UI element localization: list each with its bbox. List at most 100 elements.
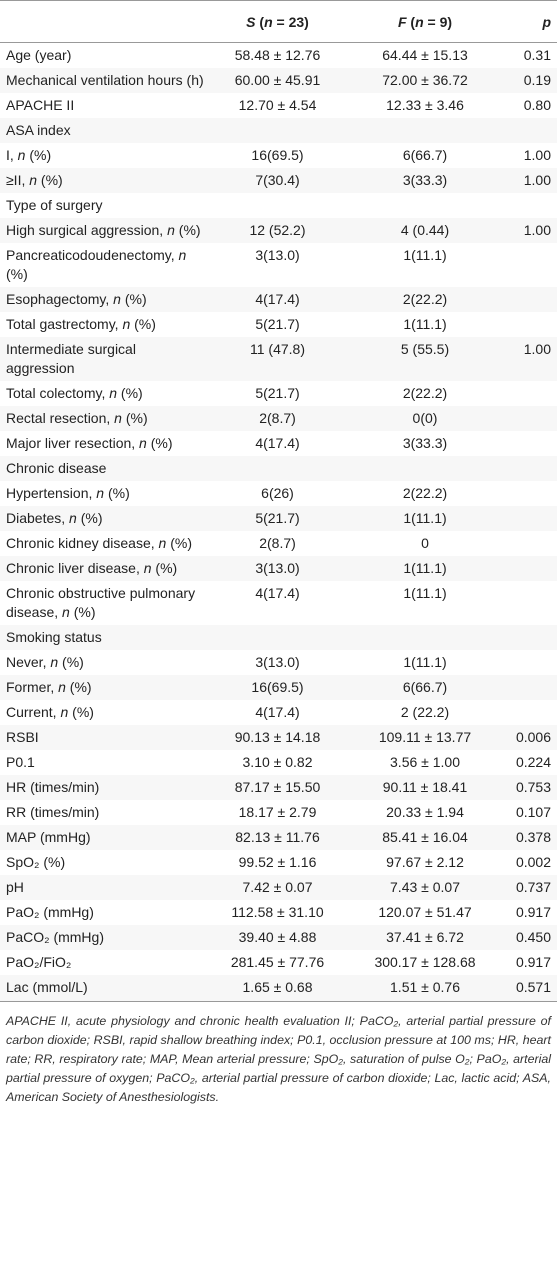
cell [210, 456, 345, 481]
row-label: P0.1 [6, 754, 35, 770]
cell: 0.450 [505, 925, 557, 950]
cell [345, 456, 505, 481]
header-row: S (n = 23) F (n = 9) p [0, 0, 557, 43]
table-row: Lac (mmol/L) 1.65 ± 0.68 1.51 ± 0.76 0.571 [0, 975, 557, 1002]
cell [505, 406, 557, 431]
cell: 12 (52.2) [210, 218, 345, 243]
cell: 4(17.4) [210, 287, 345, 312]
table-row: Chronic obstructive pulmonary disease, n… [0, 581, 557, 625]
cell [505, 287, 557, 312]
cell: 0 [421, 535, 429, 551]
table-row: PaCO₂ (mmHg) 39.40 ± 4.88 37.41 ± 6.72 0.45… [0, 925, 557, 950]
cell: 3(13.0) [255, 247, 300, 263]
row-label: MAP (mmHg) [0, 825, 210, 850]
table-row: Former, n (%) 16(69.5) 6(66.7) [0, 675, 557, 700]
cell [505, 243, 557, 287]
table-row: HR (times/min) 87.17 ± 15.50 90.11 ± 18.41… [0, 775, 557, 800]
cell: 6(26) [261, 485, 294, 501]
table-row: Total gastrectomy, n (%) 5(21.7) 1(11.1) [0, 312, 557, 337]
header-cell: F (n = 9) [345, 0, 505, 43]
row-label: APACHE II [6, 97, 75, 113]
row-label: Total gastrectomy, n (%) [6, 316, 156, 332]
cell [505, 675, 557, 700]
table-row: Chronic kidney disease, n (%) 2(8.7) 0 [0, 531, 557, 556]
cell: 0.31 [523, 47, 551, 63]
row-label: Pancreaticodoudenectomy, n (%) [6, 247, 187, 282]
cell: 6(66.7) [402, 147, 448, 163]
cell: 1(11.1) [403, 585, 447, 601]
cell: 90.13 ± 14.18 [210, 725, 345, 750]
cell: 120.07 ± 51.47 [378, 904, 472, 920]
cell: 0.917 [515, 954, 551, 970]
row-label: Age (year) [6, 47, 72, 63]
cell [345, 118, 505, 143]
table-row: Smoking status [0, 625, 557, 650]
cell: 5(21.7) [255, 316, 300, 332]
cell [505, 312, 557, 337]
cell: 58.48 ± 12.76 [234, 47, 321, 63]
table-row: P0.1 3.10 ± 0.82 3.56 ± 1.00 0.224 [0, 750, 557, 775]
cell: 4(17.4) [255, 435, 300, 451]
header-cell: S (n = 23) [210, 0, 345, 43]
cell: 20.33 ± 1.94 [386, 804, 464, 820]
table-row: Never, n (%) 3(13.0) 1(11.1) [0, 650, 557, 675]
cell: 1.00 [505, 337, 557, 381]
cell [505, 625, 557, 650]
row-label: Rectal resection, n (%) [0, 406, 210, 431]
row-label: Total colectomy, n (%) [6, 385, 143, 401]
row-label: Current, n (%) [6, 704, 94, 720]
row-label: RSBI [0, 725, 210, 750]
row-label: HR (times/min) [0, 775, 210, 800]
cell: 7.43 ± 0.07 [345, 875, 505, 900]
cell [210, 625, 345, 650]
cell: 1.00 [505, 168, 557, 193]
cell: 2(8.7) [259, 535, 296, 551]
cell: 3(13.0) [210, 556, 345, 581]
cell: 0.006 [505, 725, 557, 750]
table-row: Total colectomy, n (%) 5(21.7) 2(22.2) [0, 381, 557, 406]
cell: 1(11.1) [403, 316, 447, 332]
cell: 82.13 ± 11.76 [210, 825, 345, 850]
cell: 2 (22.2) [400, 704, 450, 720]
table-row: Current, n (%) 4(17.4) 2 (22.2) [0, 700, 557, 725]
cell: 0.378 [505, 825, 557, 850]
cell: 85.41 ± 16.04 [345, 825, 505, 850]
cell [210, 193, 345, 218]
footnote: APACHE II, acute physiology and chronic … [6, 1014, 551, 1104]
table-row: Mechanical ventilation hours (h) 60.00 ± … [0, 68, 557, 93]
table-row: RSBI 90.13 ± 14.18 109.11 ± 13.77 0.006 [0, 725, 557, 750]
cell [505, 193, 557, 218]
cell: 0.571 [505, 975, 557, 1002]
table-row: High surgical aggression, n (%) 12 (52.2)… [0, 218, 557, 243]
cell: 3(13.0) [255, 654, 300, 670]
cell: 0.002 [515, 854, 551, 870]
cell [345, 193, 505, 218]
cell: 16(69.5) [210, 675, 345, 700]
table-row: Esophagectomy, n (%) 4(17.4) 2(22.2) [0, 287, 557, 312]
cell: 2(22.2) [402, 385, 448, 401]
cell: 6(66.7) [345, 675, 505, 700]
table-row: Major liver resection, n (%) 4(17.4) 3(33.… [0, 431, 557, 456]
cell [505, 456, 557, 481]
row-label: Chronic disease [0, 456, 210, 481]
cell: 112.58 ± 31.10 [231, 904, 324, 920]
cell [505, 118, 557, 143]
cell: 1.51 ± 0.76 [345, 975, 505, 1002]
row-label: Esophagectomy, n (%) [0, 287, 210, 312]
table-row: RR (times/min) 18.17 ± 2.79 20.33 ± 1.94 0.… [0, 800, 557, 825]
row-label: Type of surgery [6, 197, 103, 213]
cell: 5 (55.5) [345, 337, 505, 381]
cell: 99.52 ± 1.16 [238, 854, 317, 870]
cell: 1.00 [505, 218, 557, 243]
cell: 0.224 [515, 754, 551, 770]
cell: 11 (47.8) [210, 337, 345, 381]
table-row: PaO₂/FiO₂ 281.45 ± 77.76 300.17 ± 128.68 0.… [0, 950, 557, 975]
cell: 16(69.5) [251, 147, 304, 163]
header-cell [0, 0, 210, 43]
cell: 12.70 ± 4.54 [238, 97, 317, 113]
row-label: Never, n (%) [6, 654, 84, 670]
cell [505, 506, 557, 531]
table-row: Chronic liver disease, n (%) 3(13.0) 1(11.… [0, 556, 557, 581]
row-label: Lac (mmol/L) [0, 975, 210, 1002]
cell [505, 650, 557, 675]
